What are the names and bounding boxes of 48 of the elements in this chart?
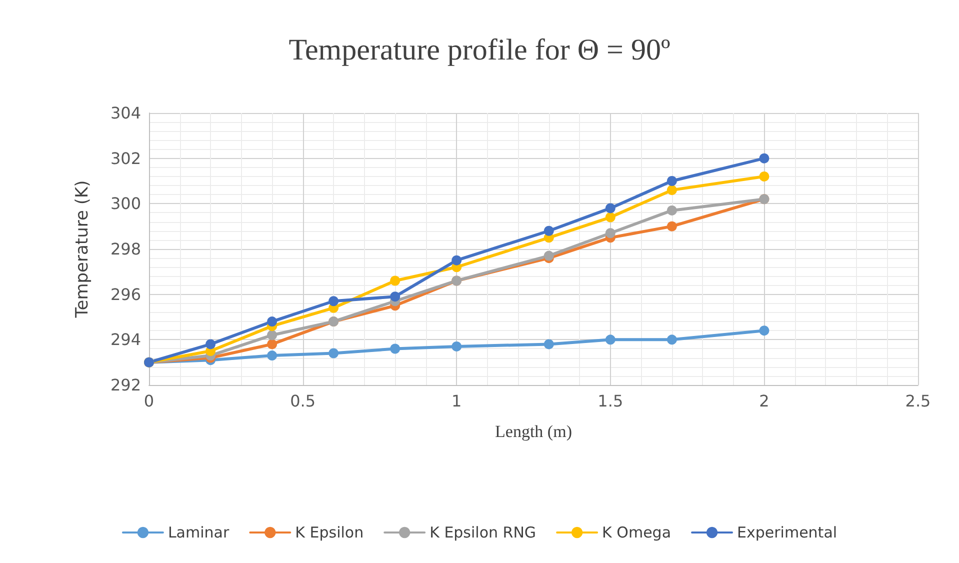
point xyxy=(666,334,677,345)
chart-title: Temperature profile for Θ = 90º xyxy=(288,34,670,66)
point xyxy=(206,339,216,350)
point xyxy=(605,334,616,345)
point xyxy=(605,212,616,222)
point xyxy=(666,205,677,216)
point xyxy=(544,250,554,261)
point xyxy=(328,296,339,306)
point xyxy=(544,339,554,350)
legend-label: Laminar xyxy=(168,524,230,542)
y-tick-label: 300 xyxy=(110,194,141,214)
point xyxy=(267,330,278,340)
legend-label: K Epsilon xyxy=(295,524,364,542)
x-tick-label: 0 xyxy=(144,392,154,410)
point xyxy=(666,185,677,196)
y-tick-label: 292 xyxy=(110,376,141,394)
point xyxy=(267,350,278,361)
point xyxy=(390,344,400,354)
x-axis-title: Length (m) xyxy=(495,422,572,441)
point xyxy=(544,226,554,236)
point xyxy=(605,228,616,238)
y-axis-title: Temperature (K) xyxy=(72,180,92,319)
x-tick-label: 1.5 xyxy=(598,392,624,410)
x-tick-label: 2 xyxy=(759,392,770,410)
legend-label: K Omega xyxy=(602,524,672,542)
point xyxy=(666,221,677,232)
x-tick-label: 2.5 xyxy=(905,392,931,410)
point xyxy=(759,153,770,164)
point xyxy=(267,316,278,327)
point xyxy=(759,171,770,182)
x-tick-label: 1 xyxy=(452,392,462,410)
point xyxy=(390,292,400,302)
point xyxy=(452,341,462,352)
y-tick-label: 298 xyxy=(110,240,141,258)
y-tick-label: 296 xyxy=(110,284,141,304)
y-tick-label: 304 xyxy=(110,104,141,122)
point xyxy=(328,348,339,358)
y-tick-label: 302 xyxy=(110,148,141,168)
point xyxy=(666,176,677,186)
point xyxy=(759,326,770,336)
point xyxy=(390,276,400,286)
legend-label: Experimental xyxy=(737,524,838,542)
y-tick-label: 294 xyxy=(110,330,141,350)
point xyxy=(452,255,462,266)
point xyxy=(605,203,616,214)
x-tick-label: 0.5 xyxy=(290,392,316,410)
legend-label: K Epsilon RNG xyxy=(430,524,536,542)
point xyxy=(267,339,278,350)
